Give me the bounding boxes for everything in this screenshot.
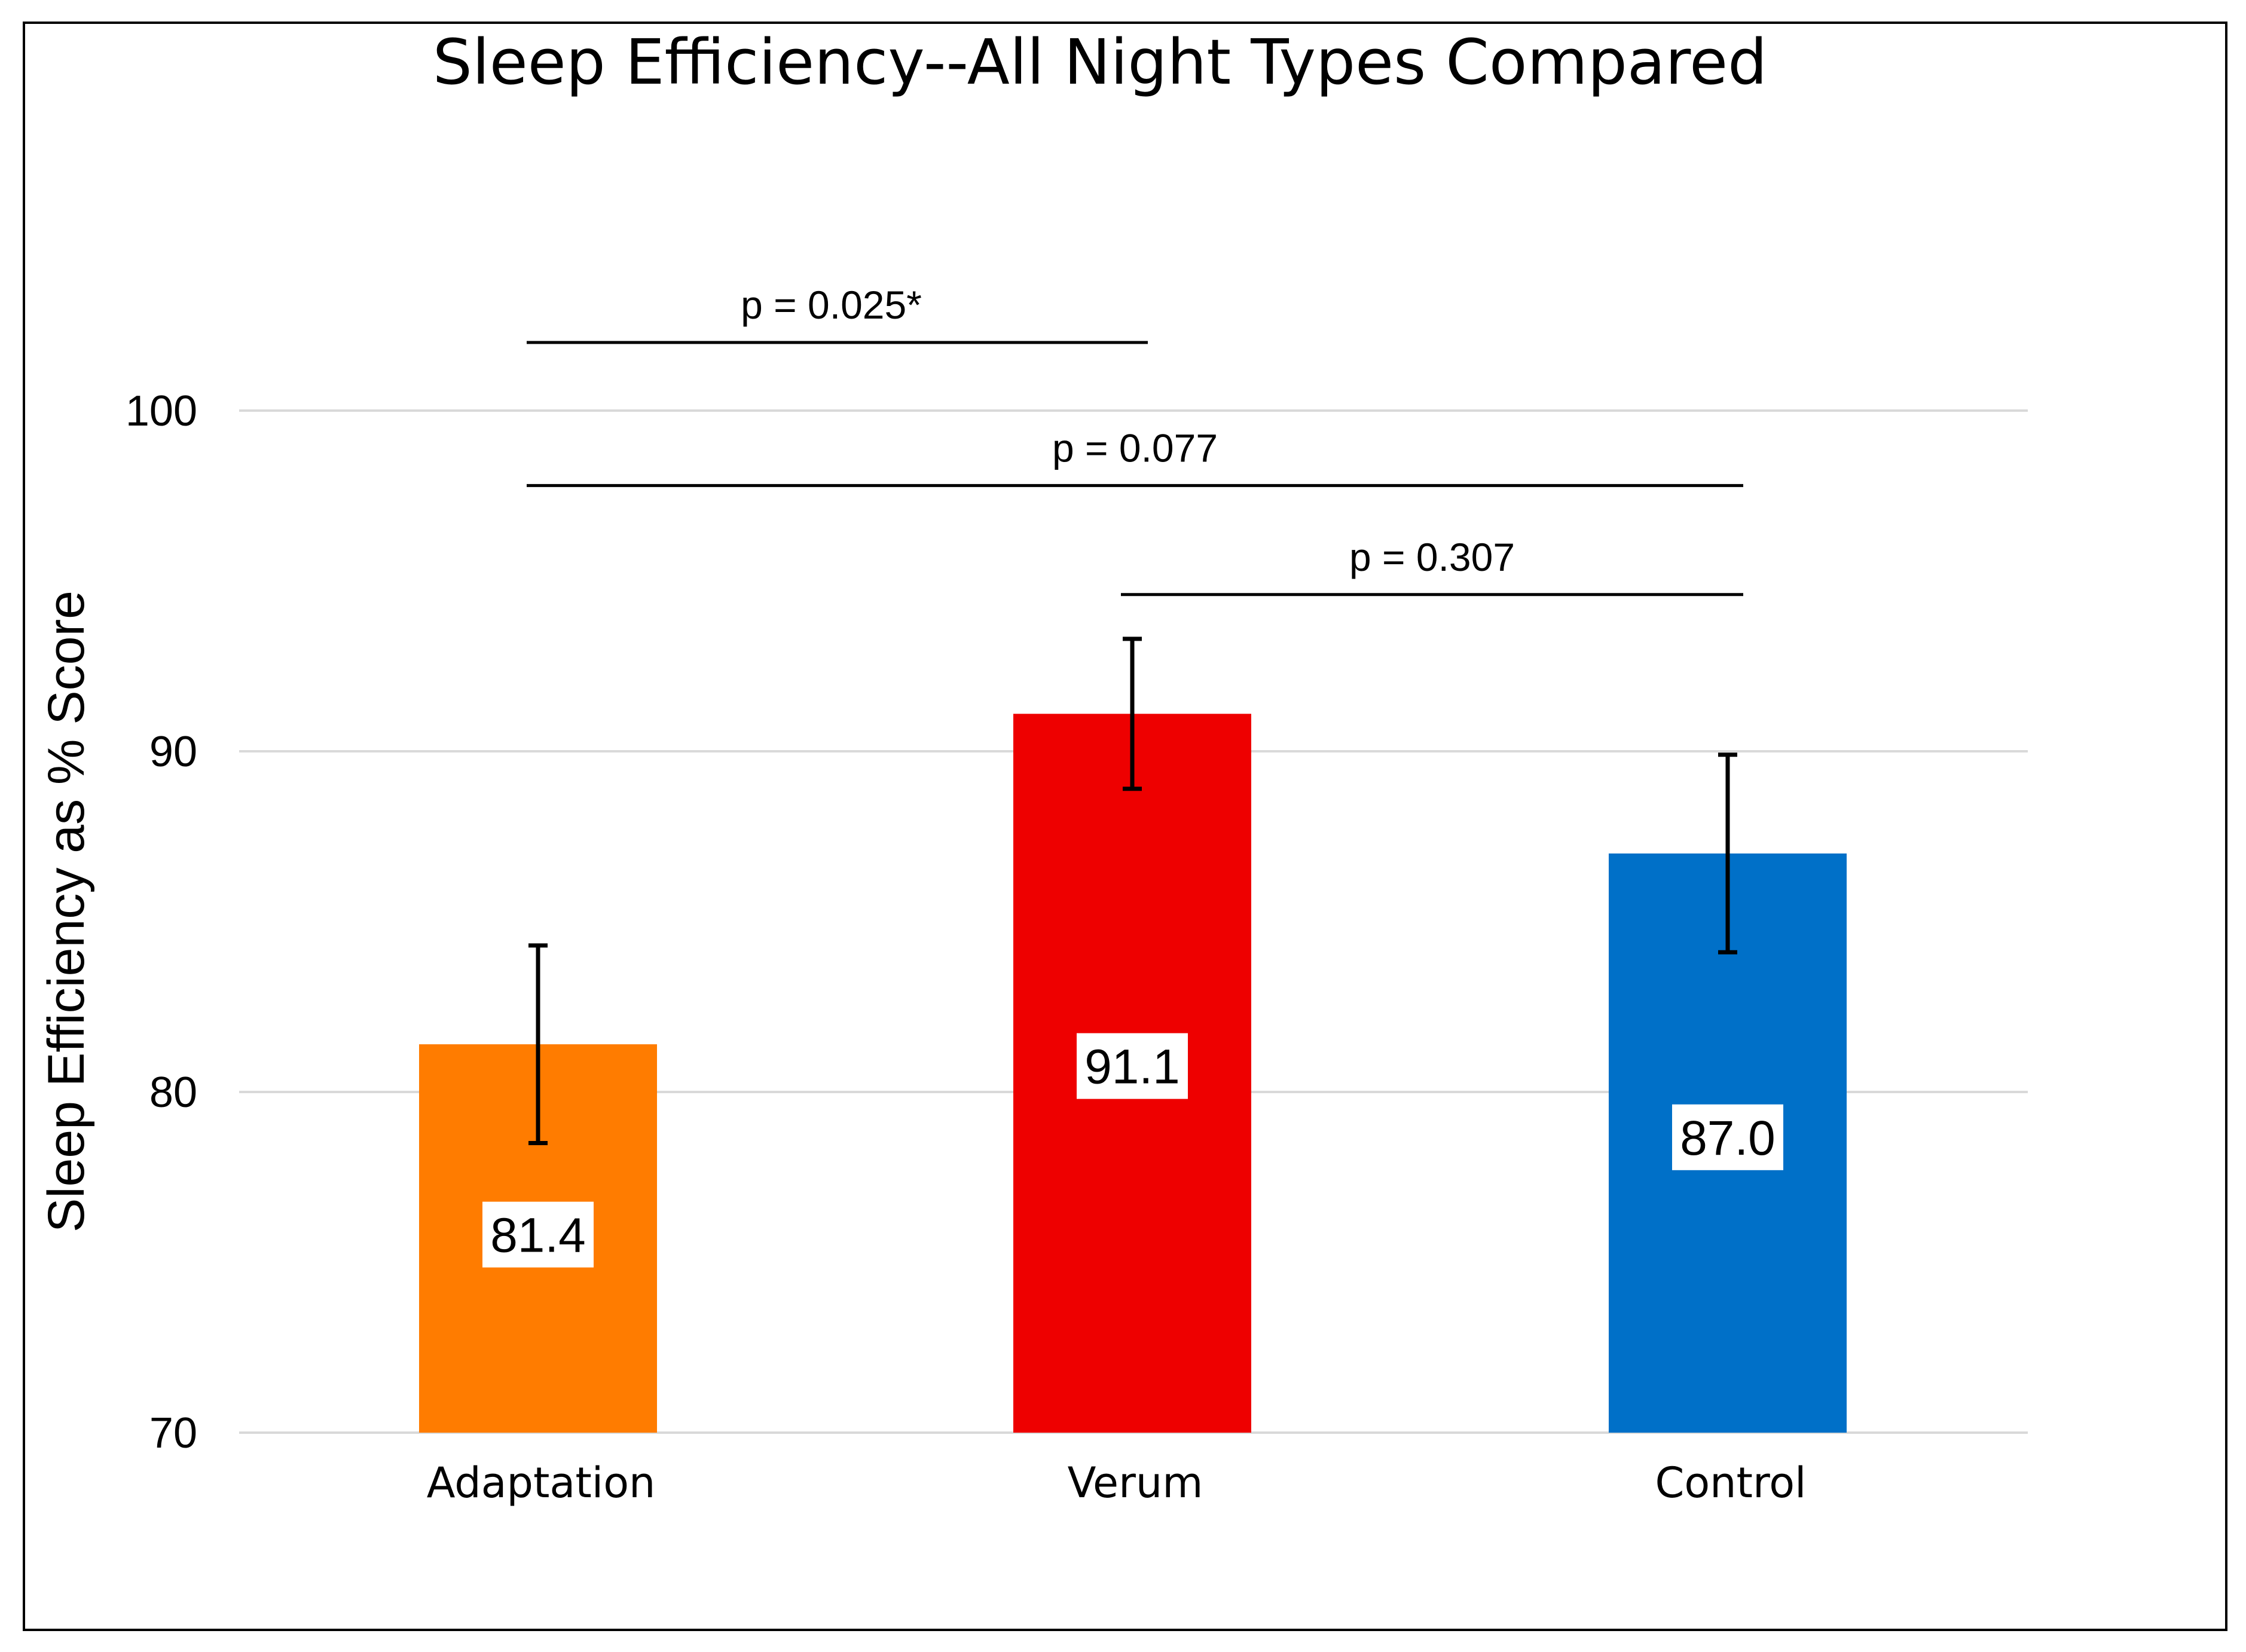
error-bar-verum bbox=[1123, 637, 1142, 791]
y-tick-label-80: 80 bbox=[149, 1069, 197, 1116]
bar-value-label-adaptation: 81.4 bbox=[490, 1209, 586, 1263]
x-axis-ticks: Adaptation Verum Control bbox=[427, 1458, 1807, 1507]
error-bars bbox=[528, 637, 1737, 1145]
bar-label-box-verum bbox=[1077, 1033, 1188, 1099]
y-axis-ticks: 70 80 90 100 bbox=[126, 387, 197, 1457]
y-tick-label-90: 90 bbox=[149, 728, 197, 776]
bar-label-control: 87.0 bbox=[1672, 1104, 1783, 1170]
y-tick-label-70: 70 bbox=[149, 1409, 197, 1457]
comparison-p-value-1: p = 0.025* bbox=[741, 283, 922, 327]
error-bar-control bbox=[1718, 752, 1737, 955]
bar-label-box-adaptation bbox=[482, 1201, 594, 1268]
bar-value-labels: 81.4 91.1 87.0 bbox=[482, 1033, 1783, 1268]
error-bar-adaptation bbox=[528, 943, 548, 1145]
bar-label-adaptation: 81.4 bbox=[482, 1201, 594, 1268]
comparison-1: p = 0.025* bbox=[527, 283, 1148, 344]
y-tick-label-100: 100 bbox=[126, 387, 197, 435]
bar-label-box-control bbox=[1672, 1104, 1783, 1170]
bar-label-verum: 91.1 bbox=[1077, 1033, 1188, 1099]
x-tick-label-adaptation: Adaptation bbox=[427, 1458, 656, 1507]
bar-value-label-verum: 91.1 bbox=[1084, 1040, 1180, 1094]
y-axis-label: Sleep Efficiency as % Score bbox=[38, 591, 95, 1232]
bar-value-label-control: 87.0 bbox=[1680, 1111, 1776, 1165]
x-tick-label-verum: Verum bbox=[1068, 1458, 1203, 1507]
comparison-2: p = 0.077 bbox=[527, 426, 1743, 487]
comparison-3: p = 0.307 bbox=[1121, 535, 1743, 596]
comparison-p-value-3: p = 0.307 bbox=[1349, 535, 1515, 579]
comparison-p-value-2: p = 0.077 bbox=[1052, 426, 1218, 470]
significance-comparisons: p = 0.025* p = 0.077 p = 0.307 bbox=[527, 283, 1743, 596]
x-tick-label-control: Control bbox=[1655, 1458, 1806, 1507]
chart-title: Sleep Efficiency--All Night Types Compar… bbox=[433, 26, 1767, 99]
